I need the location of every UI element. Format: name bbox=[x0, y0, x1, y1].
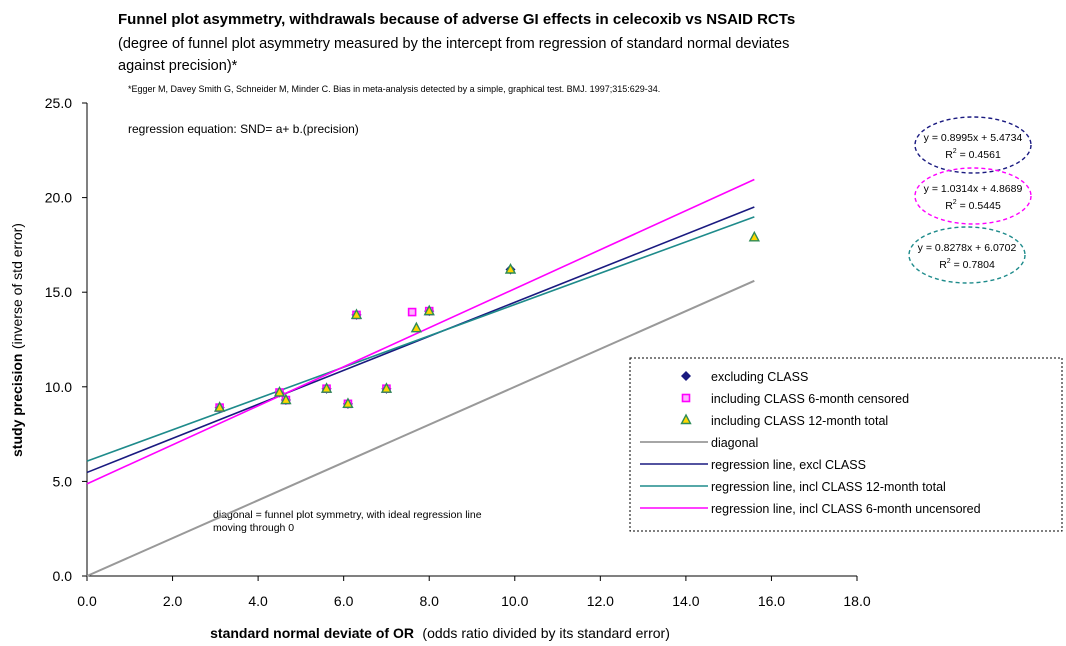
plot-points bbox=[213, 230, 760, 413]
r-squared-superscript: 2 bbox=[953, 199, 957, 206]
x-axis-label: standard normal deviate of OR (odds rati… bbox=[210, 625, 670, 642]
x-tick-label: 6.0 bbox=[334, 593, 354, 609]
equation-ellipse bbox=[908, 226, 1026, 284]
r-squared-text: R2 = 0.7804 bbox=[939, 258, 995, 271]
legend-label: including CLASS 12-month total bbox=[711, 414, 888, 428]
r-squared-label: R bbox=[945, 200, 953, 212]
legend-marker-swatch bbox=[681, 393, 691, 403]
legend-label: including CLASS 6-month censored bbox=[711, 392, 909, 406]
y-tick-label: 5.0 bbox=[53, 473, 73, 489]
legend-item: regression line, incl CLASS 6-month unce… bbox=[640, 502, 981, 516]
y-axis-label: study precision (inverse of std error) bbox=[9, 223, 26, 457]
legend-item: diagonal bbox=[640, 436, 758, 450]
equation-text: y = 1.0314x + 4.8689 bbox=[924, 183, 1023, 195]
r-squared-value: = 0.4561 bbox=[957, 149, 1001, 161]
x-tick-label: 2.0 bbox=[163, 593, 183, 609]
legend-item: including CLASS 12-month total bbox=[680, 413, 888, 428]
legend-label: regression line, excl CLASS bbox=[711, 458, 866, 472]
reference-citation: *Egger M, Davey Smith G, Schneider M, Mi… bbox=[128, 84, 660, 94]
r-squared-label: R bbox=[939, 259, 947, 271]
regression-equation-note: regression equation: SND= a+ b.(precisio… bbox=[128, 122, 359, 136]
legend-item: regression line, incl CLASS 12-month tot… bbox=[640, 480, 946, 494]
legend-item: including CLASS 6-month censored bbox=[681, 392, 909, 406]
y-tick-label: 10.0 bbox=[45, 379, 72, 395]
line-regression-line-incl-class-12-month-total bbox=[86, 216, 755, 462]
y-tick-label: 25.0 bbox=[45, 95, 72, 111]
legend-box bbox=[629, 357, 1063, 532]
legend-label: regression line, incl CLASS 12-month tot… bbox=[711, 480, 946, 494]
line-diagonal bbox=[86, 279, 755, 577]
point-including-class-6-month-censored bbox=[407, 307, 417, 317]
x-tick-label: 10.0 bbox=[501, 593, 528, 609]
x-axis-label-rest: (odds ratio divided by its standard erro… bbox=[422, 625, 669, 641]
x-tick-label: 14.0 bbox=[672, 593, 699, 609]
x-tick-label: 0.0 bbox=[77, 593, 97, 609]
x-tick-label: 8.0 bbox=[419, 593, 439, 609]
equation-1: y = 0.8995x + 5.4734 R2 = 0.4561 bbox=[914, 116, 1032, 174]
legend-label: excluding CLASS bbox=[711, 370, 808, 384]
y-axis-label-rest: (inverse of std error) bbox=[9, 223, 25, 349]
chart-subtitle-line2: against precision)* bbox=[118, 58, 238, 74]
r-squared-text: R2 = 0.4561 bbox=[945, 148, 1001, 161]
point-including-class-12-month-total bbox=[213, 401, 226, 412]
point-including-class-12-month-total bbox=[342, 397, 354, 409]
axes: 0.0 2.0 4.0 6.0 8.0 10.0 12.0 14.0 16.0 18.0 0.0 5.… bbox=[45, 95, 871, 609]
equation-3: y = 0.8278x + 6.0702 R2 = 0.7804 bbox=[908, 226, 1026, 284]
r-squared-text: R2 = 0.5445 bbox=[945, 199, 1001, 212]
y-axis-label-bold: study precision bbox=[9, 354, 25, 457]
legend-marker-swatch bbox=[680, 413, 692, 425]
point-including-class-12-month-total bbox=[748, 230, 760, 242]
equation-text: y = 0.8278x + 6.0702 bbox=[918, 242, 1017, 254]
point-including-class-12-month-total bbox=[320, 382, 333, 393]
equation-ellipse bbox=[914, 116, 1032, 174]
legend: excluding CLASS including CLASS 6-month c… bbox=[629, 357, 1063, 532]
y-tick-label: 20.0 bbox=[45, 190, 72, 206]
point-including-class-12-month-total bbox=[423, 304, 435, 316]
r-squared-value: = 0.5445 bbox=[957, 200, 1001, 212]
point-including-class-12-month-total bbox=[410, 321, 423, 333]
point-including-class-12-month-total bbox=[504, 262, 517, 274]
r-squared-label: R bbox=[945, 149, 953, 161]
r-squared-superscript: 2 bbox=[953, 148, 957, 155]
chart-subtitle-line1: (degree of funnel plot asymmetry measure… bbox=[118, 36, 789, 52]
y-tick-label: 15.0 bbox=[45, 284, 72, 300]
legend-label: regression line, incl CLASS 6-month unce… bbox=[711, 502, 981, 516]
x-axis-label-bold: standard normal deviate of OR bbox=[210, 625, 414, 641]
legend-item: excluding CLASS bbox=[681, 370, 808, 384]
legend-item: regression line, excl CLASS bbox=[640, 458, 866, 472]
diagonal-note-line1: diagonal = funnel plot symmetry, with id… bbox=[213, 509, 482, 521]
equation-ellipse bbox=[914, 167, 1032, 225]
r-squared-superscript: 2 bbox=[947, 258, 951, 265]
x-tick-label: 18.0 bbox=[843, 593, 870, 609]
x-tick-label: 16.0 bbox=[758, 593, 785, 609]
equation-text: y = 0.8995x + 5.4734 bbox=[924, 132, 1023, 144]
y-tick-label: 0.0 bbox=[53, 568, 73, 584]
legend-marker-swatch bbox=[681, 371, 691, 381]
point-including-class-12-month-total bbox=[280, 393, 292, 405]
x-tick-label: 4.0 bbox=[248, 593, 268, 609]
point-including-class-12-month-total bbox=[273, 385, 286, 397]
point-including-class-12-month-total bbox=[380, 382, 393, 393]
equation-2: y = 1.0314x + 4.8689 R2 = 0.5445 bbox=[914, 167, 1032, 225]
point-including-class-12-month-total bbox=[350, 308, 363, 320]
diagonal-note-line2: moving through 0 bbox=[213, 522, 294, 534]
legend-label: diagonal bbox=[711, 436, 758, 450]
r-squared-value: = 0.7804 bbox=[951, 259, 995, 271]
x-tick-label: 12.0 bbox=[587, 593, 614, 609]
chart-title: Funnel plot asymmetry, withdrawals becau… bbox=[118, 11, 795, 28]
